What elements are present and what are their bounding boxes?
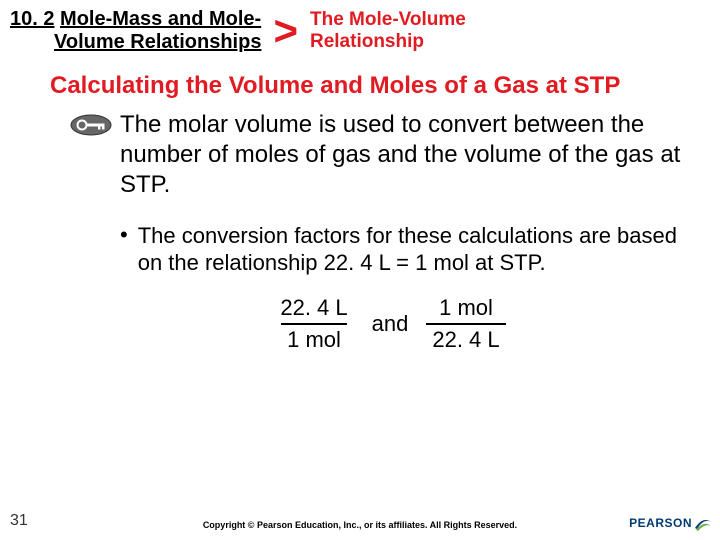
conversion-fractions: 22. 4 L 1 mol and 1 mol 22. 4 L <box>90 295 690 354</box>
bullet-dot: • <box>120 222 128 248</box>
content-subheading: Calculating the Volume and Moles of a Ga… <box>50 72 690 100</box>
fraction-2-denominator: 22. 4 L <box>426 323 505 353</box>
key-icon <box>70 114 112 136</box>
section-title: 10. 2 Mole-Mass and Mole- Volume Relatio… <box>10 8 261 54</box>
key-concept-text: The molar volume is used to convert betw… <box>120 110 690 200</box>
slide-content: Calculating the Volume and Moles of a Ga… <box>0 58 720 353</box>
section-number: 10. 2 <box>10 8 54 30</box>
slide-header: 10. 2 Mole-Mass and Mole- Volume Relatio… <box>0 0 720 58</box>
pearson-swoosh-icon <box>694 514 712 532</box>
fraction-1-denominator: 1 mol <box>281 323 347 353</box>
fraction-2-numerator: 1 mol <box>433 295 499 323</box>
and-word: and <box>372 311 409 337</box>
bullet-text: The conversion factors for these calcula… <box>138 222 690 277</box>
fraction-1-numerator: 22. 4 L <box>274 295 353 323</box>
key-concept-row: The molar volume is used to convert betw… <box>70 110 690 200</box>
topic-title: The Mole-Volume Relationship <box>310 9 466 53</box>
fraction-2: 1 mol 22. 4 L <box>426 295 505 354</box>
fraction-1: 22. 4 L 1 mol <box>274 295 353 354</box>
section-name-line2: Volume Relationships <box>54 31 261 53</box>
separator-symbol: > <box>269 10 302 52</box>
section-name-line1: Mole-Mass and Mole- <box>60 8 261 30</box>
topic-line2: Relationship <box>310 31 424 52</box>
bullet-row: • The conversion factors for these calcu… <box>120 222 690 277</box>
topic-line1: The Mole-Volume <box>310 9 466 30</box>
pearson-logo: PEARSON <box>629 514 712 532</box>
copyright-text: Copyright © Pearson Education, Inc., or … <box>0 520 720 530</box>
pearson-logo-text: PEARSON <box>629 516 692 530</box>
